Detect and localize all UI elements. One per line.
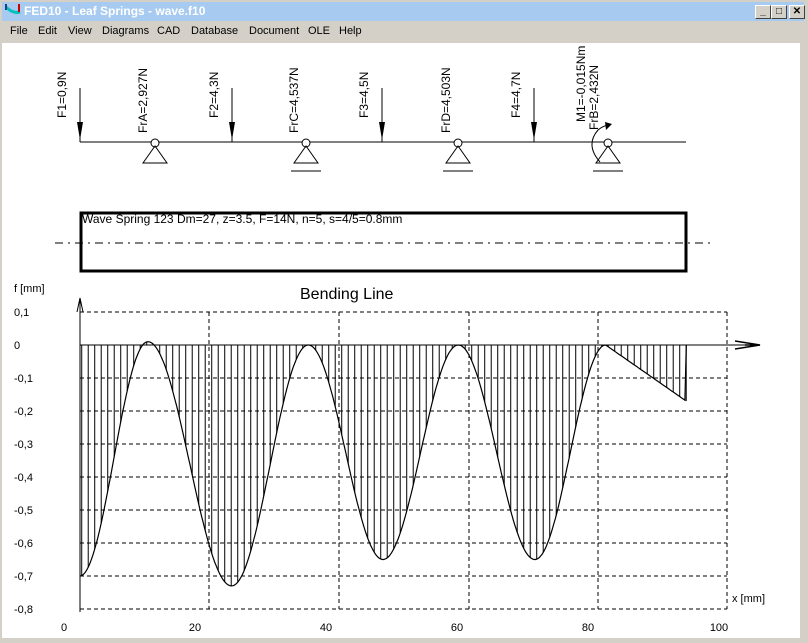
support-label: FrD=4,503N [439, 67, 453, 133]
support-triangle-icon [445, 145, 471, 164]
y-axis-label: f [mm] [14, 283, 45, 295]
title-bar[interactable]: FED10 - Leaf Springs - wave.f10 _ □ ✕ [2, 2, 805, 21]
drawing-area: F1=0,9N F2=4,3N F3=4,5N F4=4,7N FrA=2,927N Fr… [2, 43, 800, 638]
diagram-canvas: F1=0,9N F2=4,3N F3=4,5N F4=4,7N FrA=2,927N Fr… [14, 46, 765, 634]
y-tick-label: -0,8 [14, 604, 33, 616]
support-label: FrA=2,927N [136, 68, 150, 133]
bending-line [79, 341, 687, 587]
load-label: F2=4,3N [207, 72, 221, 118]
menu-database[interactable]: Database [191, 25, 239, 37]
x-tick-label: 100 [710, 622, 728, 634]
menu-help[interactable]: Help [339, 25, 362, 37]
y-tick-label: -0,3 [14, 439, 33, 451]
support-label: FrB=2,432N [587, 65, 601, 130]
support-pin-icon [150, 138, 160, 148]
support-label: FrC=4,537N [287, 67, 301, 133]
menu-document[interactable]: Document [249, 25, 300, 37]
arrow-head-icon [379, 122, 385, 140]
window-title: FED10 - Leaf Springs - wave.f10 [24, 4, 206, 18]
spring-label: Wave Spring 123 Dm=27, z=3.5, F=14N, n=5… [82, 212, 402, 226]
spring-outline [79, 211, 688, 273]
support-pin-icon [301, 138, 311, 148]
load-label: F1=0,9N [55, 72, 69, 118]
chart-title: Bending Line [300, 286, 394, 303]
support-pin-icon [453, 138, 463, 148]
menu-edit[interactable]: Edit [38, 25, 57, 37]
bending-line-chart: 0,1 0 -0,1 -0,2 -0,3 -0,4 -0,5 -0,6 -0,7 -0,8 0 20 4… [14, 283, 765, 634]
load-label: F4=4,7N [509, 72, 523, 118]
support-pin-icon [603, 138, 613, 148]
menu-file[interactable]: File [10, 25, 28, 37]
window-border [800, 43, 808, 640]
y-tick-label: 0 [14, 340, 20, 352]
arrow-head-icon [531, 122, 537, 140]
x-axis-arrow-icon [734, 340, 761, 350]
arrow-head-icon [229, 122, 235, 140]
y-tick-label: 0,1 [14, 307, 29, 319]
x-tick-label: 80 [582, 622, 594, 634]
support-triangle-icon [595, 145, 621, 164]
y-tick-label: -0,4 [14, 472, 33, 484]
menu-ole[interactable]: OLE [308, 25, 331, 37]
y-axis-arrow-icon [76, 297, 84, 313]
x-tick-label: 20 [189, 622, 201, 634]
minimize-button[interactable]: _ [755, 5, 771, 19]
y-tick-label: -0,7 [14, 571, 33, 583]
arrow-head-icon [77, 122, 83, 140]
x-tick-label: 40 [320, 622, 332, 634]
moment-arrow-icon [605, 122, 612, 130]
close-button[interactable]: ✕ [789, 5, 805, 19]
menu-cad[interactable]: CAD [157, 25, 181, 37]
app-icon [5, 4, 21, 14]
x-tick-label: 60 [451, 622, 463, 634]
x-tick-label: 0 [61, 622, 67, 634]
moment-label: M1=-0,015Nm [574, 46, 588, 122]
y-tick-label: -0,6 [14, 538, 33, 550]
x-axis-label: x [mm] [732, 593, 765, 605]
menu-bar: File Edit View Diagrams CAD Database Doc… [2, 22, 804, 41]
y-tick-label: -0,1 [14, 373, 33, 385]
y-tick-label: -0,2 [14, 406, 33, 418]
maximize-button[interactable]: □ [771, 5, 787, 19]
support-triangle-icon [142, 145, 168, 164]
y-tick-label: -0,5 [14, 505, 33, 517]
load-label: F3=4,5N [357, 72, 371, 118]
menu-view[interactable]: View [68, 25, 92, 37]
menu-diagrams[interactable]: Diagrams [102, 25, 150, 37]
support-triangle-icon [293, 145, 319, 164]
force-diagram: F1=0,9N F2=4,3N F3=4,5N F4=4,7N FrA=2,927N Fr… [55, 46, 686, 172]
spring-view: Wave Spring 123 Dm=27, z=3.5, F=14N, n=5… [55, 211, 715, 273]
